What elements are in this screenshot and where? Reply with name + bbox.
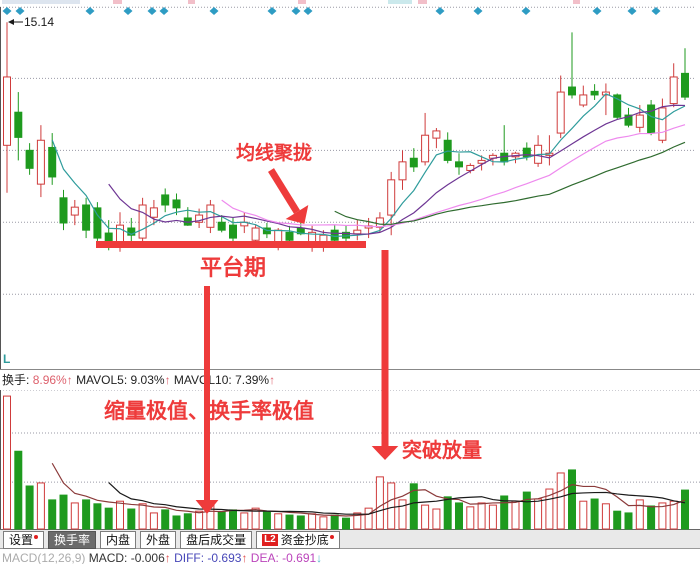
macd-params: MACD(12,26,9) — [2, 551, 86, 564]
up-arrow-icon: ↑ — [241, 551, 248, 564]
macd-readout-row: MACD(12,26,9) MACD: -0.006↑ DIFF: -0.693… — [2, 551, 322, 564]
macd-value: -0.006 — [130, 551, 165, 564]
annotation-breakout-volume: 突破放量 — [402, 440, 482, 462]
turnover-label: 换手: — [2, 373, 30, 387]
tab-label: 设置 — [9, 532, 34, 547]
l2-badge: L2 — [262, 534, 278, 546]
tab-settings[interactable]: 设置 — [3, 531, 45, 549]
peak-price-label: 15.14 — [24, 15, 55, 29]
indicator-info-bar: 换手: 8.96%↑ MAVOL5: 9.03%↑ MAVOL10: 7.39%… — [0, 369, 700, 390]
mavol5-label: MAVOL5: — [76, 373, 128, 387]
mavol5-value: 9.03% — [130, 373, 165, 387]
tab-label: 内盘 — [106, 532, 131, 547]
turnover-value: 8.96% — [32, 373, 67, 387]
up-arrow-icon: ↑ — [164, 551, 171, 564]
mavol10-value: 7.39% — [235, 373, 270, 387]
annotation-platform-period: 平台期 — [200, 255, 267, 280]
dea-value: -0.691 — [282, 551, 317, 564]
annotation-shrink-volume-extreme: 缩量极值、换手率极值 — [104, 400, 314, 423]
low-point-marker: L — [3, 352, 11, 366]
up-arrow-icon: ↑ — [269, 373, 276, 387]
bottom-tab-bar: 设置 换手率 内盘 外盘 盘后成交量 L2 资金抄底 — [0, 530, 700, 549]
up-arrow-icon: ↑ — [164, 373, 171, 387]
mavol10-label: MAVOL10: — [173, 373, 232, 387]
tab-fund-bottom-fishing[interactable]: L2 资金抄底 — [256, 531, 340, 549]
tab-after-hours-volume[interactable]: 盘后成交量 — [180, 531, 253, 549]
diff-label: DIFF: — [174, 551, 208, 564]
macd-label: MACD: — [88, 551, 131, 564]
dea-label: DEA: — [250, 551, 283, 564]
tab-outer-volume[interactable]: 外盘 — [140, 531, 177, 549]
down-arrow-icon: ↓ — [316, 551, 323, 564]
tab-label: 盘后成交量 — [186, 532, 247, 547]
annotation-ma-converge: 均线聚拢 — [236, 143, 313, 164]
up-arrow-icon: ↑ — [66, 373, 73, 387]
notification-dot — [329, 534, 334, 539]
tab-label: 换手率 — [54, 532, 91, 547]
notification-dot — [34, 534, 39, 539]
tab-inner-volume[interactable]: 内盘 — [100, 531, 137, 549]
diff-value: -0.693 — [207, 551, 242, 564]
tab-label: 资金抄底 — [280, 532, 329, 547]
tab-turnover-rate[interactable]: 换手率 — [48, 531, 97, 549]
tab-label: 外盘 — [146, 532, 171, 547]
